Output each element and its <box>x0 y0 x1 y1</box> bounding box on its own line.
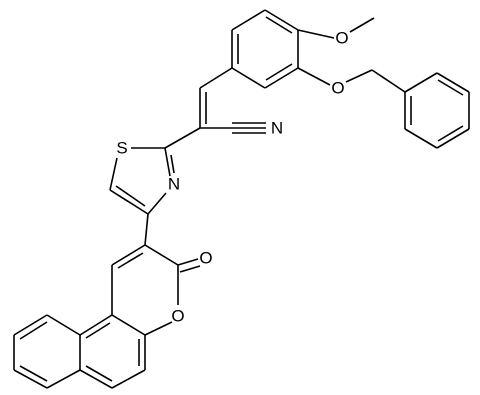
atom-label: O <box>335 29 348 48</box>
atom-labels: O O N S N O O <box>116 29 348 326</box>
atom-label: S <box>116 139 127 158</box>
bonds <box>13 9 470 389</box>
atom-label: O <box>199 249 212 268</box>
atom-label: O <box>331 79 344 98</box>
atom-label: N <box>271 119 283 138</box>
atom-label: N <box>168 175 180 194</box>
atom-label: O <box>171 307 184 326</box>
